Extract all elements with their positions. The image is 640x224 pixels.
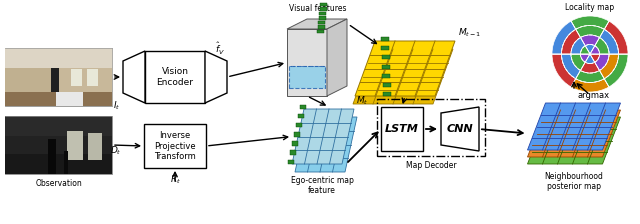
Polygon shape: [527, 103, 621, 150]
Text: argmax: argmax: [578, 91, 610, 100]
Wedge shape: [571, 54, 585, 71]
Polygon shape: [287, 29, 327, 96]
Bar: [5, 136, 112, 154]
Bar: [145, 51, 205, 103]
Wedge shape: [595, 54, 609, 71]
Bar: [320, 2, 327, 6]
Bar: [319, 7, 326, 11]
Wedge shape: [571, 38, 585, 54]
Bar: [294, 132, 300, 136]
Wedge shape: [590, 54, 600, 62]
Bar: [317, 30, 324, 33]
Polygon shape: [527, 117, 621, 164]
Bar: [48, 139, 56, 174]
Bar: [71, 69, 82, 86]
Text: $I_t$: $I_t$: [113, 99, 121, 112]
Wedge shape: [576, 26, 604, 38]
Bar: [381, 107, 423, 151]
Bar: [5, 154, 112, 174]
Wedge shape: [561, 54, 580, 79]
Text: Visual features: Visual features: [289, 4, 347, 13]
Bar: [383, 83, 390, 87]
Bar: [318, 21, 325, 24]
Text: Neighbourhood
posterior map: Neighbourhood posterior map: [545, 172, 604, 191]
Bar: [5, 48, 112, 68]
Bar: [5, 116, 112, 136]
Wedge shape: [580, 46, 590, 54]
Text: LSTM: LSTM: [385, 124, 419, 134]
Polygon shape: [327, 19, 347, 96]
Bar: [88, 134, 102, 159]
Polygon shape: [123, 51, 145, 103]
Wedge shape: [580, 35, 600, 46]
Bar: [64, 151, 68, 174]
Bar: [290, 150, 296, 155]
Bar: [382, 65, 390, 69]
Bar: [292, 141, 298, 146]
Text: $M_t$: $M_t$: [356, 95, 369, 107]
Polygon shape: [527, 110, 621, 157]
Bar: [319, 16, 326, 19]
Bar: [144, 124, 206, 168]
Wedge shape: [571, 16, 609, 29]
Text: $M_{t-1}$: $M_{t-1}$: [458, 26, 481, 39]
Bar: [296, 123, 302, 127]
Bar: [319, 11, 326, 15]
Bar: [298, 114, 304, 118]
Text: Map Decoder: Map Decoder: [406, 161, 456, 170]
Bar: [5, 48, 112, 106]
Text: $\hat{f}_V$: $\hat{f}_V$: [215, 41, 225, 57]
Text: Inverse
Projective
Transform: Inverse Projective Transform: [154, 131, 196, 161]
Bar: [383, 92, 391, 96]
Bar: [381, 55, 390, 59]
Wedge shape: [595, 38, 609, 54]
Polygon shape: [353, 49, 453, 104]
Bar: [300, 105, 306, 109]
Wedge shape: [561, 29, 580, 54]
Bar: [56, 91, 83, 106]
Polygon shape: [355, 41, 455, 96]
Polygon shape: [295, 117, 357, 172]
Bar: [67, 131, 83, 159]
Bar: [5, 116, 112, 174]
Polygon shape: [287, 19, 347, 29]
Wedge shape: [604, 54, 628, 87]
Text: $R_t$: $R_t$: [170, 174, 180, 186]
Bar: [382, 74, 390, 78]
Wedge shape: [552, 21, 576, 54]
Bar: [5, 68, 53, 91]
Bar: [317, 25, 324, 28]
Text: Locality map: Locality map: [565, 3, 614, 12]
Bar: [88, 69, 98, 86]
Bar: [53, 68, 112, 91]
Bar: [288, 159, 294, 164]
Wedge shape: [552, 54, 576, 87]
Wedge shape: [571, 79, 609, 92]
Text: Vision
Encoder: Vision Encoder: [157, 67, 193, 87]
Text: Observation: Observation: [35, 179, 82, 188]
Text: Ego-centric map
feature: Ego-centric map feature: [291, 176, 353, 195]
Wedge shape: [585, 45, 595, 54]
Polygon shape: [292, 109, 354, 164]
Text: $D_t$: $D_t$: [110, 145, 122, 157]
Bar: [5, 91, 112, 106]
Wedge shape: [600, 29, 618, 54]
Polygon shape: [441, 107, 479, 151]
Wedge shape: [580, 54, 590, 62]
Wedge shape: [585, 54, 595, 63]
Bar: [381, 46, 389, 50]
Wedge shape: [580, 62, 600, 73]
Wedge shape: [604, 21, 628, 54]
Bar: [377, 99, 485, 156]
Bar: [51, 68, 58, 91]
Text: CNN: CNN: [447, 124, 474, 134]
Bar: [289, 66, 325, 88]
Wedge shape: [600, 54, 618, 79]
Bar: [381, 37, 389, 41]
Polygon shape: [205, 51, 227, 103]
Wedge shape: [590, 46, 600, 54]
Wedge shape: [576, 71, 604, 82]
